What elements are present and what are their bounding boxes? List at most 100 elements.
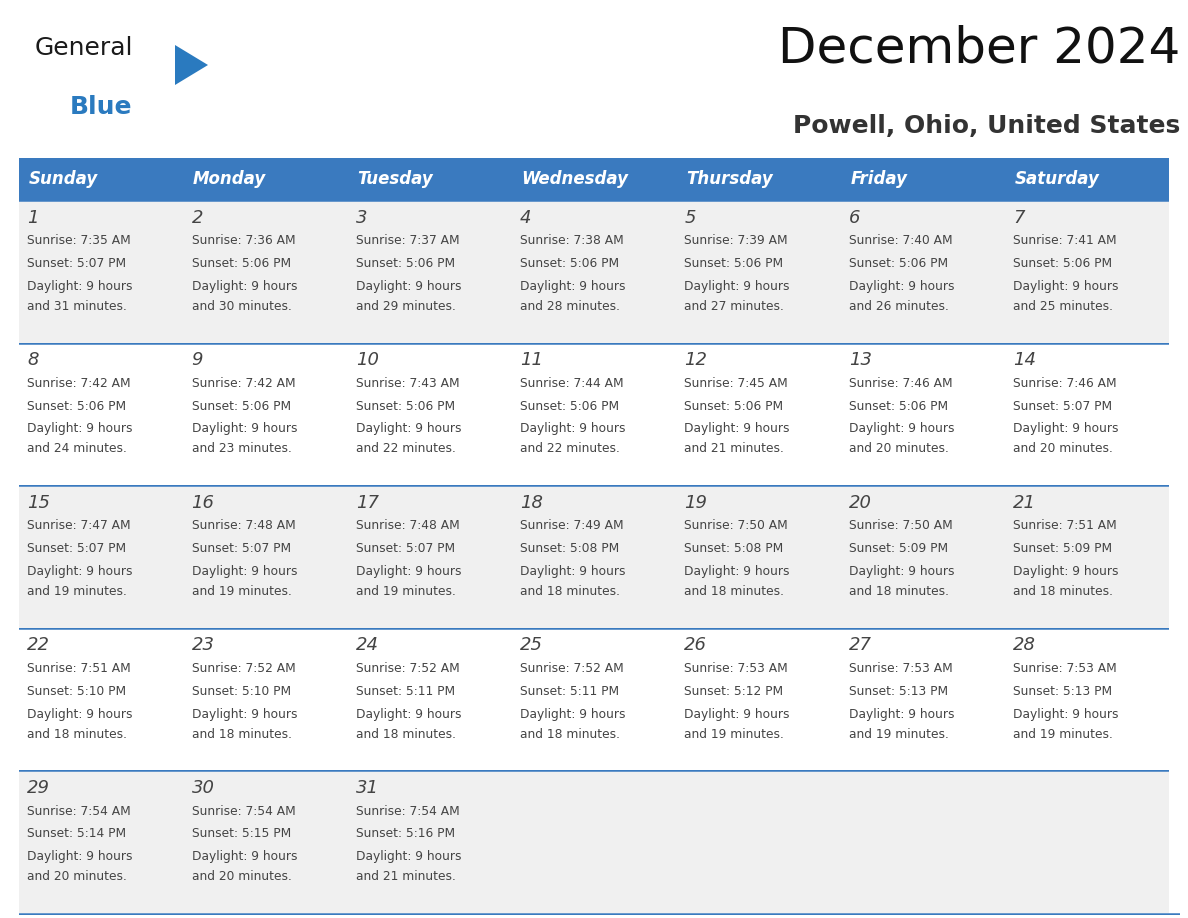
Text: Daylight: 9 hours: Daylight: 9 hours xyxy=(848,708,954,721)
Text: 8: 8 xyxy=(27,352,39,369)
Text: Daylight: 9 hours: Daylight: 9 hours xyxy=(1013,565,1118,578)
Text: 10: 10 xyxy=(355,352,379,369)
Text: Sunrise: 7:53 AM: Sunrise: 7:53 AM xyxy=(1013,662,1117,675)
Text: Tuesday: Tuesday xyxy=(358,170,434,188)
Text: 12: 12 xyxy=(684,352,707,369)
Text: Daylight: 9 hours: Daylight: 9 hours xyxy=(520,708,626,721)
Text: Sunrise: 7:41 AM: Sunrise: 7:41 AM xyxy=(1013,234,1117,247)
Text: Sunset: 5:07 PM: Sunset: 5:07 PM xyxy=(191,543,291,555)
Text: Sunset: 5:06 PM: Sunset: 5:06 PM xyxy=(684,257,783,270)
Text: Sunrise: 7:54 AM: Sunrise: 7:54 AM xyxy=(191,804,296,818)
Text: Sunset: 5:07 PM: Sunset: 5:07 PM xyxy=(27,543,126,555)
Text: Sunday: Sunday xyxy=(29,170,99,188)
Text: and 27 minutes.: and 27 minutes. xyxy=(684,300,784,313)
Text: Sunrise: 7:42 AM: Sunrise: 7:42 AM xyxy=(27,376,131,390)
Text: Sunrise: 7:48 AM: Sunrise: 7:48 AM xyxy=(191,520,296,532)
Text: Sunset: 5:08 PM: Sunset: 5:08 PM xyxy=(684,543,784,555)
Text: Sunrise: 7:54 AM: Sunrise: 7:54 AM xyxy=(355,804,460,818)
Text: Sunset: 5:06 PM: Sunset: 5:06 PM xyxy=(520,257,619,270)
Text: Sunrise: 7:46 AM: Sunrise: 7:46 AM xyxy=(1013,376,1117,390)
Text: 6: 6 xyxy=(848,208,860,227)
Text: and 29 minutes.: and 29 minutes. xyxy=(355,300,456,313)
Text: Daylight: 9 hours: Daylight: 9 hours xyxy=(684,280,790,293)
Text: 3: 3 xyxy=(355,208,367,227)
Text: Sunset: 5:10 PM: Sunset: 5:10 PM xyxy=(27,685,126,698)
Text: 29: 29 xyxy=(27,779,50,797)
Text: Daylight: 9 hours: Daylight: 9 hours xyxy=(848,565,954,578)
Text: and 22 minutes.: and 22 minutes. xyxy=(355,442,456,455)
Text: Sunrise: 7:40 AM: Sunrise: 7:40 AM xyxy=(848,234,953,247)
Text: Sunrise: 7:43 AM: Sunrise: 7:43 AM xyxy=(355,376,460,390)
Text: 27: 27 xyxy=(848,636,872,655)
Text: Daylight: 9 hours: Daylight: 9 hours xyxy=(520,422,626,435)
Text: Daylight: 9 hours: Daylight: 9 hours xyxy=(27,565,133,578)
Text: 25: 25 xyxy=(520,636,543,655)
Text: 7: 7 xyxy=(1013,208,1024,227)
Text: 21: 21 xyxy=(1013,494,1036,511)
Text: Sunrise: 7:37 AM: Sunrise: 7:37 AM xyxy=(355,234,460,247)
Text: Sunset: 5:06 PM: Sunset: 5:06 PM xyxy=(27,399,126,412)
Text: 5: 5 xyxy=(684,208,696,227)
Text: Friday: Friday xyxy=(851,170,908,188)
Text: Sunrise: 7:38 AM: Sunrise: 7:38 AM xyxy=(520,234,624,247)
Text: Wednesday: Wednesday xyxy=(522,170,628,188)
Text: and 22 minutes.: and 22 minutes. xyxy=(520,442,620,455)
Text: 1: 1 xyxy=(27,208,39,227)
Text: Sunrise: 7:39 AM: Sunrise: 7:39 AM xyxy=(684,234,788,247)
Text: and 31 minutes.: and 31 minutes. xyxy=(27,300,127,313)
Text: Sunset: 5:06 PM: Sunset: 5:06 PM xyxy=(1013,257,1112,270)
Text: Daylight: 9 hours: Daylight: 9 hours xyxy=(355,422,461,435)
Text: Sunset: 5:11 PM: Sunset: 5:11 PM xyxy=(520,685,619,698)
Text: Sunset: 5:07 PM: Sunset: 5:07 PM xyxy=(355,543,455,555)
Text: 20: 20 xyxy=(848,494,872,511)
Text: 16: 16 xyxy=(191,494,215,511)
Text: 19: 19 xyxy=(684,494,707,511)
Text: Sunrise: 7:46 AM: Sunrise: 7:46 AM xyxy=(848,376,953,390)
Text: and 18 minutes.: and 18 minutes. xyxy=(520,585,620,598)
Text: 22: 22 xyxy=(27,636,50,655)
Text: and 18 minutes.: and 18 minutes. xyxy=(520,728,620,741)
Text: 2: 2 xyxy=(191,208,203,227)
Text: Sunrise: 7:50 AM: Sunrise: 7:50 AM xyxy=(684,520,788,532)
Text: Daylight: 9 hours: Daylight: 9 hours xyxy=(684,422,790,435)
Text: Daylight: 9 hours: Daylight: 9 hours xyxy=(191,280,297,293)
Text: and 18 minutes.: and 18 minutes. xyxy=(27,728,127,741)
Text: Sunset: 5:08 PM: Sunset: 5:08 PM xyxy=(520,543,619,555)
Text: Sunset: 5:06 PM: Sunset: 5:06 PM xyxy=(520,399,619,412)
Text: Daylight: 9 hours: Daylight: 9 hours xyxy=(520,565,626,578)
Text: 13: 13 xyxy=(848,352,872,369)
Text: and 19 minutes.: and 19 minutes. xyxy=(1013,728,1113,741)
Text: Sunset: 5:06 PM: Sunset: 5:06 PM xyxy=(191,399,291,412)
Text: Daylight: 9 hours: Daylight: 9 hours xyxy=(355,850,461,863)
Text: Sunrise: 7:47 AM: Sunrise: 7:47 AM xyxy=(27,520,131,532)
Text: Sunset: 5:10 PM: Sunset: 5:10 PM xyxy=(191,685,291,698)
Text: 30: 30 xyxy=(191,779,215,797)
Text: and 19 minutes.: and 19 minutes. xyxy=(191,585,291,598)
Text: 9: 9 xyxy=(191,352,203,369)
Text: Sunrise: 7:49 AM: Sunrise: 7:49 AM xyxy=(520,520,624,532)
Text: Sunrise: 7:44 AM: Sunrise: 7:44 AM xyxy=(520,376,624,390)
Text: and 24 minutes.: and 24 minutes. xyxy=(27,442,127,455)
Text: and 19 minutes.: and 19 minutes. xyxy=(684,728,784,741)
Text: Sunset: 5:15 PM: Sunset: 5:15 PM xyxy=(191,827,291,841)
Text: Sunrise: 7:48 AM: Sunrise: 7:48 AM xyxy=(355,520,460,532)
Text: and 28 minutes.: and 28 minutes. xyxy=(520,300,620,313)
Text: and 23 minutes.: and 23 minutes. xyxy=(191,442,291,455)
Text: Daylight: 9 hours: Daylight: 9 hours xyxy=(191,850,297,863)
Text: and 21 minutes.: and 21 minutes. xyxy=(684,442,784,455)
Text: Daylight: 9 hours: Daylight: 9 hours xyxy=(1013,422,1118,435)
Text: Sunrise: 7:53 AM: Sunrise: 7:53 AM xyxy=(848,662,953,675)
Text: 4: 4 xyxy=(520,208,531,227)
Text: and 20 minutes.: and 20 minutes. xyxy=(27,870,127,883)
Text: Sunset: 5:06 PM: Sunset: 5:06 PM xyxy=(848,399,948,412)
Text: and 30 minutes.: and 30 minutes. xyxy=(191,300,291,313)
Text: 14: 14 xyxy=(1013,352,1036,369)
Text: and 19 minutes.: and 19 minutes. xyxy=(27,585,127,598)
Text: Sunrise: 7:36 AM: Sunrise: 7:36 AM xyxy=(191,234,295,247)
Text: 26: 26 xyxy=(684,636,707,655)
Text: and 20 minutes.: and 20 minutes. xyxy=(848,442,948,455)
Text: Daylight: 9 hours: Daylight: 9 hours xyxy=(27,708,133,721)
Text: Daylight: 9 hours: Daylight: 9 hours xyxy=(27,850,133,863)
Text: General: General xyxy=(34,36,133,60)
Text: Daylight: 9 hours: Daylight: 9 hours xyxy=(848,280,954,293)
